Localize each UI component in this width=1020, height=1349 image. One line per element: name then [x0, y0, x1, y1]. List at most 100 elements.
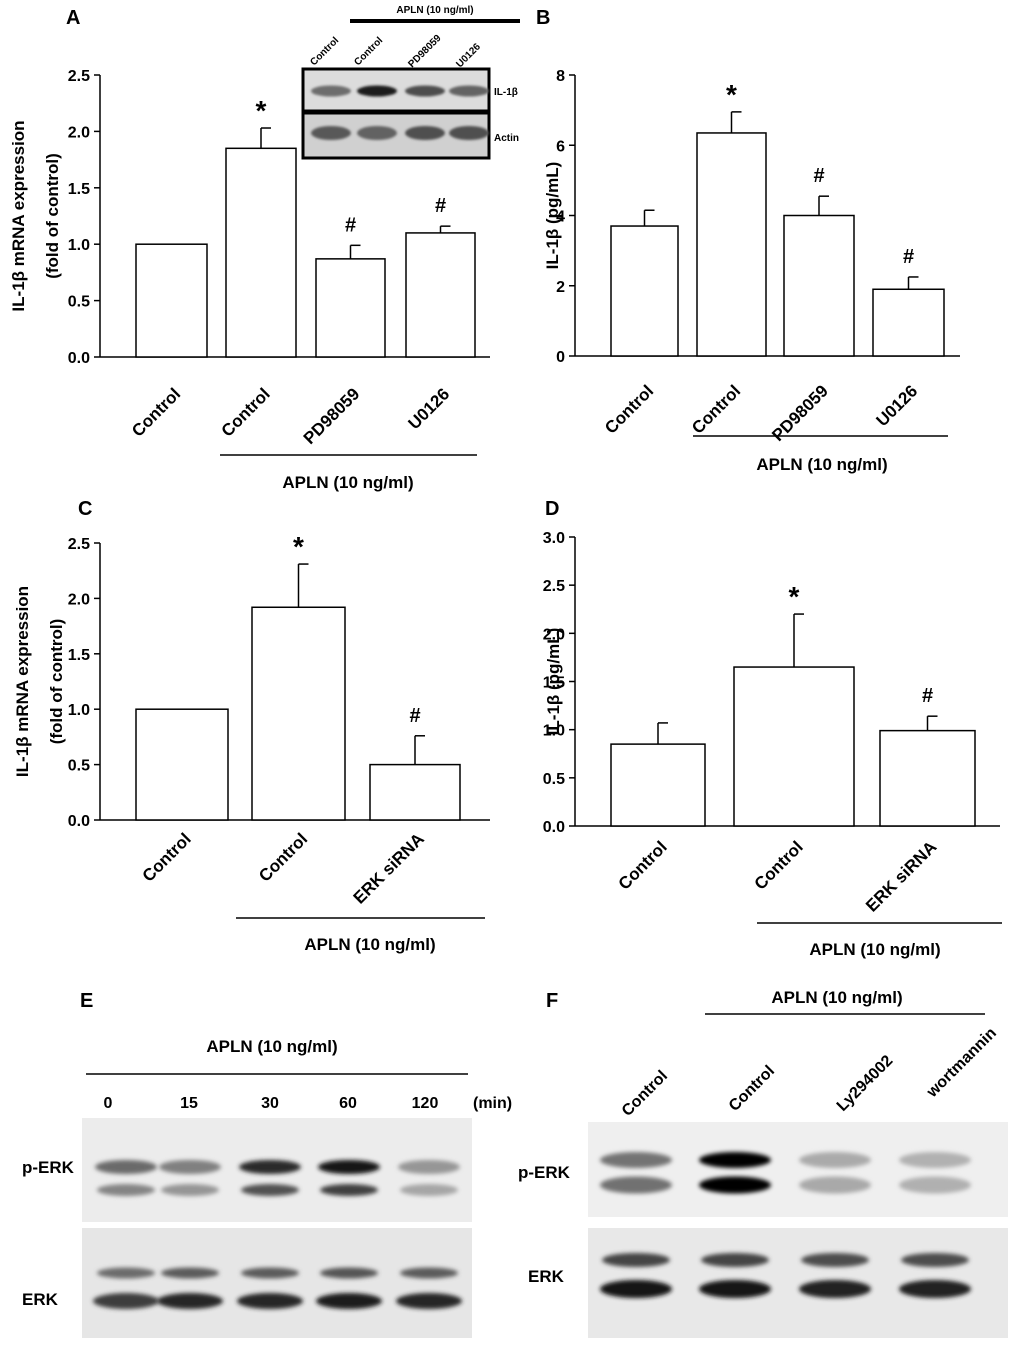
blot-f: APLN (10 ng/ml) Control Control Ly294002…: [518, 988, 1008, 1338]
blot-f-band-perk-upper-3: [799, 1152, 871, 1168]
y-tick-label-c: 2.5: [68, 536, 90, 553]
inset-band-il1b-3: [405, 85, 445, 97]
x-tick-label-b-2: Control: [688, 381, 744, 437]
blot-f-band-erk-lower-1: [600, 1280, 672, 1298]
inset-treatment-label: APLN (10 ng/ml): [396, 5, 473, 16]
y-tick-label-a: 2.5: [68, 68, 90, 85]
significance-mark-a-2: *: [256, 95, 267, 126]
inset-band-actin-3: [405, 126, 445, 140]
blot-e-band-erk-upper-3: [241, 1267, 299, 1279]
blot-e-band-perk-lower-4: [320, 1184, 378, 1196]
bar-b-1: [610, 225, 679, 357]
blot-e-time-120: 120: [412, 1095, 439, 1112]
x-tick-label-c-2: Control: [255, 829, 311, 885]
y-axis-label-a: (fold of control): [43, 153, 62, 279]
significance-mark-b-2: *: [726, 79, 737, 110]
y-tick-label-b: 2: [556, 279, 565, 296]
y-axis-label-a: IL-1β mRNA expression: [9, 120, 28, 311]
blot-e-band-perk-lower-3: [241, 1184, 299, 1196]
blot-f-band-perk-upper-4: [899, 1152, 971, 1168]
significance-mark-d-2: *: [789, 581, 800, 612]
blot-e-time-0: 0: [104, 1095, 113, 1112]
blot-e-erk-membrane: [82, 1228, 472, 1338]
bar-a-3: [315, 258, 386, 358]
blot-f-band-perk-upper-2: [699, 1152, 771, 1168]
blot-e-row-erk: ERK: [22, 1290, 59, 1309]
x-tick-label-d-2: Control: [751, 837, 807, 893]
blot-f-row-perk: p-ERK: [518, 1163, 571, 1182]
y-tick-label-a: 1.0: [68, 237, 90, 254]
blot-e-band-perk-upper-1: [95, 1160, 157, 1174]
blot-f-band-erk-upper-4: [901, 1253, 969, 1267]
significance-mark-a-3: #: [345, 214, 356, 236]
blot-e-band-perk-upper-4: [318, 1160, 380, 1174]
x-tick-label-b-1: Control: [601, 381, 657, 437]
panel-label-c: C: [78, 498, 92, 520]
blot-e-band-erk-lower-5: [396, 1293, 462, 1309]
significance-mark-b-4: #: [903, 246, 914, 268]
blot-f-band-perk-lower-2: [699, 1176, 771, 1194]
blot-f-band-erk-lower-3: [799, 1280, 871, 1298]
y-tick-label-d: 2.0: [543, 626, 565, 643]
y-tick-label-b: 4: [556, 209, 565, 226]
inset-band-il1b-1: [311, 85, 351, 97]
bar-a-1: [135, 243, 208, 358]
inset-lane-label-4: U0126: [454, 41, 483, 70]
blot-e-time-30: 30: [261, 1095, 279, 1112]
inset-band-actin-2: [357, 126, 397, 140]
bar-c-2: [251, 606, 346, 821]
blot-e-time-60: 60: [339, 1095, 357, 1112]
x-tick-label-d-3: ERK siRNA: [862, 837, 940, 915]
inset-band-actin-1: [311, 126, 351, 140]
significance-mark-a-4: #: [435, 195, 446, 217]
x-tick-label-b-4: U0126: [872, 381, 921, 430]
blot-e-band-erk-lower-2: [157, 1293, 223, 1309]
blot-e-row-perk: p-ERK: [22, 1158, 75, 1177]
blot-e-band-perk-upper-5: [398, 1160, 460, 1174]
x-tick-label-a-1: Control: [128, 384, 184, 440]
blot-e-band-erk-upper-1: [97, 1267, 155, 1279]
y-tick-label-b: 0: [556, 349, 565, 366]
blot-f-perk-membrane: [588, 1122, 1008, 1217]
x-tick-label-a-4: U0126: [404, 384, 453, 433]
bar-d-2: [733, 666, 855, 827]
y-tick-label-b: 6: [556, 138, 565, 155]
inset-blot-a: APLN (10 ng/ml) Control Control PD98059 …: [301, 5, 520, 160]
blot-f-band-perk-lower-3: [799, 1176, 871, 1194]
inset-band-actin-4: [449, 126, 489, 140]
inset-lane-label-3: PD98059: [406, 33, 444, 71]
inset-band-il1b-2: [357, 85, 397, 97]
bar-c-3: [369, 763, 461, 821]
y-tick-label-d: 1.0: [543, 723, 565, 740]
x-tick-label-a-2: Control: [218, 384, 274, 440]
inset-bands: [311, 85, 489, 140]
panel-label-b: B: [536, 7, 550, 29]
treatment-label-d: APLN (10 ng/ml): [809, 940, 940, 959]
blot-f-band-erk-upper-1: [602, 1253, 670, 1267]
blot-e-band-perk-lower-1: [97, 1184, 155, 1196]
significance-mark-b-3: #: [813, 165, 824, 187]
treatment-label-a: APLN (10 ng/ml): [282, 473, 413, 492]
bar-charts: 0.0 0.5 1.0 1.5 2.0 2.5 IL-1β mRNA expression (…: [9, 68, 1002, 959]
y-axis-label-c: (fold of control): [47, 619, 66, 745]
x-tick-label-c-3: ERK siRNA: [350, 829, 428, 907]
x-tick-label-d-1: Control: [615, 837, 671, 893]
panel-label-a: A: [66, 7, 80, 29]
blot-f-lane-label-3: Ly294002: [834, 1052, 897, 1115]
blot-f-lane-label-1: Control: [619, 1068, 671, 1120]
y-axis-label-b: IL-1β (pg/mL): [543, 162, 562, 270]
y-tick-label-c: 1.5: [68, 647, 90, 664]
blot-f-row-erk: ERK: [528, 1267, 565, 1286]
y-tick-label-d: 3.0: [543, 530, 565, 547]
y-tick-label-d: 1.5: [543, 675, 565, 692]
chart-d: 0.0 0.5 1.0 1.5 2.0 2.5 3.0 IL-1β (pg/mL) Contro…: [543, 530, 1002, 959]
panel-label-f: F: [546, 990, 558, 1012]
y-tick-label-b: 8: [556, 68, 565, 85]
inset-band-il1b-4: [449, 85, 489, 97]
panel-label-d: D: [545, 498, 559, 520]
y-tick-label-c: 2.0: [68, 591, 90, 608]
y-tick-label-a: 0.0: [68, 350, 90, 367]
y-axis-label-d: IL-1β (pg/mL): [544, 628, 563, 736]
bar-b-3: [783, 214, 855, 357]
